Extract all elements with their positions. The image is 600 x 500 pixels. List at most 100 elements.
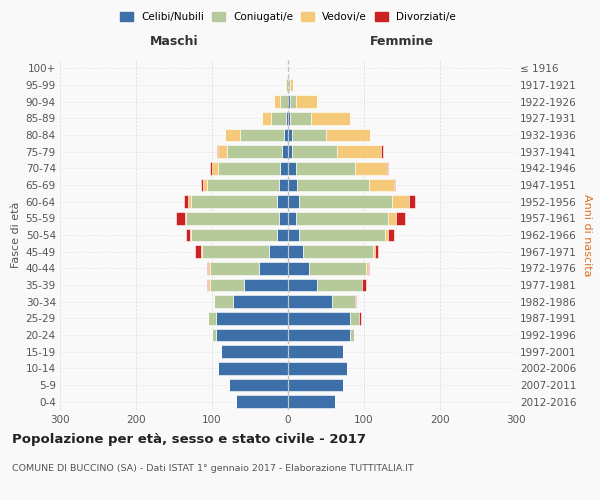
Bar [394, 178, 395, 192]
Bar [208, 278, 210, 291]
Bar [297, 178, 370, 192]
Bar [396, 212, 405, 224]
Bar [206, 278, 208, 291]
Bar [288, 178, 297, 192]
Bar [216, 312, 288, 324]
Text: Popolazione per età, sesso e stato civile - 2017: Popolazione per età, sesso e stato civil… [12, 432, 366, 446]
Bar [288, 262, 309, 274]
Bar [326, 128, 370, 141]
Bar [337, 146, 382, 158]
Bar [225, 128, 240, 141]
Bar [262, 112, 271, 124]
Bar [285, 78, 286, 92]
Bar [332, 296, 355, 308]
Bar [280, 96, 288, 108]
Bar [288, 128, 292, 141]
Bar [191, 228, 277, 241]
Bar [362, 278, 366, 291]
Bar [409, 196, 415, 208]
Bar [296, 162, 355, 174]
Bar [259, 262, 288, 274]
Bar [184, 196, 188, 208]
Bar [208, 312, 216, 324]
Bar [279, 212, 288, 224]
Text: Femmine: Femmine [370, 34, 434, 48]
Bar [282, 146, 288, 158]
Bar [227, 146, 282, 158]
Bar [382, 146, 383, 158]
Bar [374, 246, 379, 258]
Bar [290, 112, 311, 124]
Bar [284, 128, 288, 141]
Bar [392, 196, 409, 208]
Bar [280, 162, 288, 174]
Bar [286, 78, 288, 92]
Bar [202, 246, 269, 258]
Bar [206, 262, 208, 274]
Bar [191, 196, 277, 208]
Bar [290, 96, 296, 108]
Bar [288, 212, 296, 224]
Bar [214, 296, 233, 308]
Bar [279, 178, 288, 192]
Bar [355, 162, 387, 174]
Bar [218, 162, 280, 174]
Bar [210, 262, 259, 274]
Bar [218, 362, 288, 374]
Bar [190, 228, 191, 241]
Bar [359, 312, 361, 324]
Bar [210, 278, 244, 291]
Bar [240, 128, 284, 141]
Bar [292, 128, 326, 141]
Bar [288, 246, 303, 258]
Bar [317, 278, 362, 291]
Bar [303, 246, 373, 258]
Bar [366, 262, 368, 274]
Bar [200, 246, 202, 258]
Bar [290, 78, 293, 92]
Bar [217, 146, 218, 158]
Bar [287, 62, 288, 74]
Bar [299, 228, 385, 241]
Bar [218, 146, 227, 158]
Bar [288, 112, 290, 124]
Bar [233, 296, 288, 308]
Bar [355, 296, 356, 308]
Bar [277, 196, 288, 208]
Bar [186, 212, 279, 224]
Bar [288, 196, 299, 208]
Bar [288, 378, 343, 392]
Bar [350, 328, 354, 342]
Bar [296, 212, 388, 224]
Bar [176, 212, 185, 224]
Bar [288, 162, 296, 174]
Bar [288, 396, 335, 408]
Bar [203, 178, 206, 192]
Bar [299, 196, 392, 208]
Bar [288, 312, 350, 324]
Bar [373, 246, 374, 258]
Bar [286, 112, 288, 124]
Bar [370, 178, 394, 192]
Bar [277, 228, 288, 241]
Bar [288, 96, 290, 108]
Bar [311, 112, 350, 124]
Bar [211, 162, 212, 174]
Bar [212, 328, 216, 342]
Bar [368, 262, 370, 274]
Bar [387, 162, 388, 174]
Bar [296, 96, 317, 108]
Bar [288, 328, 350, 342]
Bar [292, 146, 337, 158]
Text: COMUNE DI BUCCINO (SA) - Dati ISTAT 1° gennaio 2017 - Elaborazione TUTTITALIA.IT: COMUNE DI BUCCINO (SA) - Dati ISTAT 1° g… [12, 464, 414, 473]
Text: Maschi: Maschi [149, 34, 199, 48]
Bar [185, 212, 186, 224]
Bar [388, 228, 394, 241]
Bar [388, 212, 396, 224]
Bar [288, 362, 347, 374]
Bar [271, 112, 286, 124]
Bar [244, 278, 288, 291]
Bar [236, 396, 288, 408]
Y-axis label: Fasce di età: Fasce di età [11, 202, 22, 268]
Bar [208, 262, 210, 274]
